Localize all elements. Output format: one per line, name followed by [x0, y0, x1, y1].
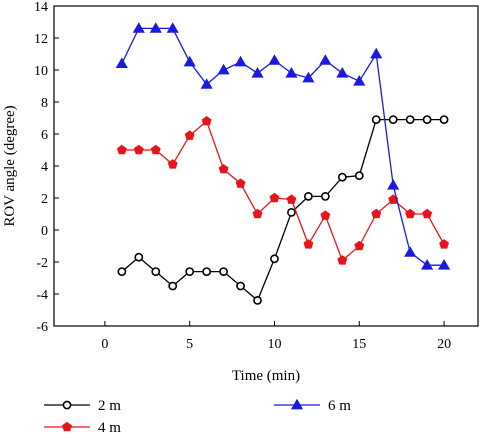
series-line-6m	[121, 27, 445, 266]
data-point-4m	[439, 239, 450, 249]
y-tick-label: 4	[41, 160, 48, 175]
data-point-6m	[353, 74, 366, 86]
y-tick-label: -6	[36, 320, 48, 335]
data-point-6m	[336, 66, 349, 78]
data-point-2m	[354, 171, 364, 180]
data-point-2m	[219, 267, 228, 276]
data-point-6m	[387, 178, 400, 190]
y-tick-label: -4	[36, 288, 48, 303]
data-point-6m	[183, 55, 196, 67]
data-point-4m	[201, 115, 212, 126]
x-tick-label: 15	[352, 337, 366, 352]
data-point-6m	[149, 22, 162, 33]
y-tick-label: 6	[41, 128, 48, 143]
y-tick-label: -2	[36, 256, 48, 271]
x-tick-label: 5	[186, 337, 193, 352]
legend-item-4m: 4 m	[44, 420, 121, 436]
y-tick-label: 0	[41, 224, 48, 239]
legend-marker-6m	[290, 398, 304, 410]
y-tick-label: 12	[34, 32, 48, 47]
data-point-6m	[438, 258, 451, 270]
data-point-2m	[287, 207, 296, 217]
data-point-6m	[285, 66, 298, 78]
legend-label-4m: 4 m	[98, 420, 121, 436]
x-tick-label: 20	[437, 337, 451, 352]
data-point-4m	[422, 208, 433, 219]
data-point-6m	[302, 71, 315, 83]
data-point-4m	[405, 208, 416, 219]
data-point-4m	[354, 240, 365, 251]
data-point-2m	[337, 172, 347, 182]
data-point-6m	[404, 246, 417, 257]
data-point-4m	[320, 210, 331, 220]
series-2m	[117, 115, 449, 305]
data-point-6m	[217, 63, 230, 75]
x-tick-label: 10	[267, 337, 281, 352]
data-point-2m	[168, 281, 178, 291]
data-point-2m	[117, 267, 127, 276]
series-4m	[116, 115, 450, 265]
data-point-4m	[269, 192, 280, 203]
data-point-6m	[166, 22, 179, 33]
data-point-4m	[184, 130, 195, 140]
data-point-4m	[167, 159, 178, 169]
x-axis-title: Time (min)	[232, 368, 300, 384]
data-point-6m	[115, 57, 128, 68]
series-line-2m	[121, 118, 445, 302]
data-point-2m	[371, 115, 381, 124]
data-point-2m	[202, 267, 212, 276]
y-axis-ticks: -6 -4 -2 0 2 4 6 8 10 12 14	[34, 0, 59, 335]
data-point-2m	[320, 191, 330, 201]
data-point-4m	[303, 239, 314, 249]
legend-item-6m: 6 m	[274, 398, 351, 414]
legend-marker-2m	[62, 400, 72, 410]
data-point-4m	[371, 208, 382, 219]
data-point-4m	[133, 144, 144, 155]
legend-label-2m: 2 m	[98, 398, 121, 414]
x-tick-label: 0	[101, 337, 108, 352]
data-point-4m	[286, 194, 297, 204]
legend-item-2m: 2 m	[44, 398, 121, 414]
x-axis-ticks: 0 5 10 15 20	[101, 321, 451, 352]
series-layer	[115, 22, 451, 305]
data-point-6m	[200, 78, 213, 89]
series-6m	[115, 22, 451, 270]
data-point-2m	[388, 115, 398, 124]
data-point-2m	[422, 115, 432, 124]
data-point-4m	[235, 178, 246, 188]
data-point-2m	[185, 267, 195, 276]
y-tick-label: 10	[34, 64, 48, 79]
data-point-4m	[337, 255, 348, 265]
legend-label-6m: 6 m	[328, 398, 351, 414]
data-point-2m	[236, 281, 245, 291]
series-line-4m	[121, 120, 445, 262]
y-tick-label: 8	[41, 96, 48, 111]
data-point-4m	[218, 163, 229, 174]
data-point-2m	[439, 115, 449, 124]
data-point-6m	[132, 22, 145, 33]
data-point-6m	[268, 54, 281, 65]
legend-marker-4m	[62, 421, 72, 432]
y-tick-label: 2	[41, 192, 48, 207]
data-point-2m	[253, 295, 262, 305]
data-point-4m	[252, 208, 263, 219]
data-point-6m	[251, 66, 264, 78]
data-point-6m	[421, 258, 434, 270]
data-point-2m	[134, 252, 144, 262]
data-point-6m	[234, 55, 247, 67]
data-point-2m	[270, 254, 279, 264]
y-tick-label: 14	[34, 0, 48, 15]
data-point-2m	[303, 191, 313, 201]
data-point-2m	[151, 267, 161, 276]
y-axis-title: ROV angle (degree)	[2, 105, 18, 226]
data-point-6m	[370, 47, 383, 59]
data-point-2m	[405, 115, 415, 124]
data-point-6m	[319, 54, 332, 65]
data-point-4m	[116, 144, 127, 155]
legend: 2 m 4 m 6 m	[44, 398, 351, 436]
data-point-4m	[150, 144, 161, 155]
